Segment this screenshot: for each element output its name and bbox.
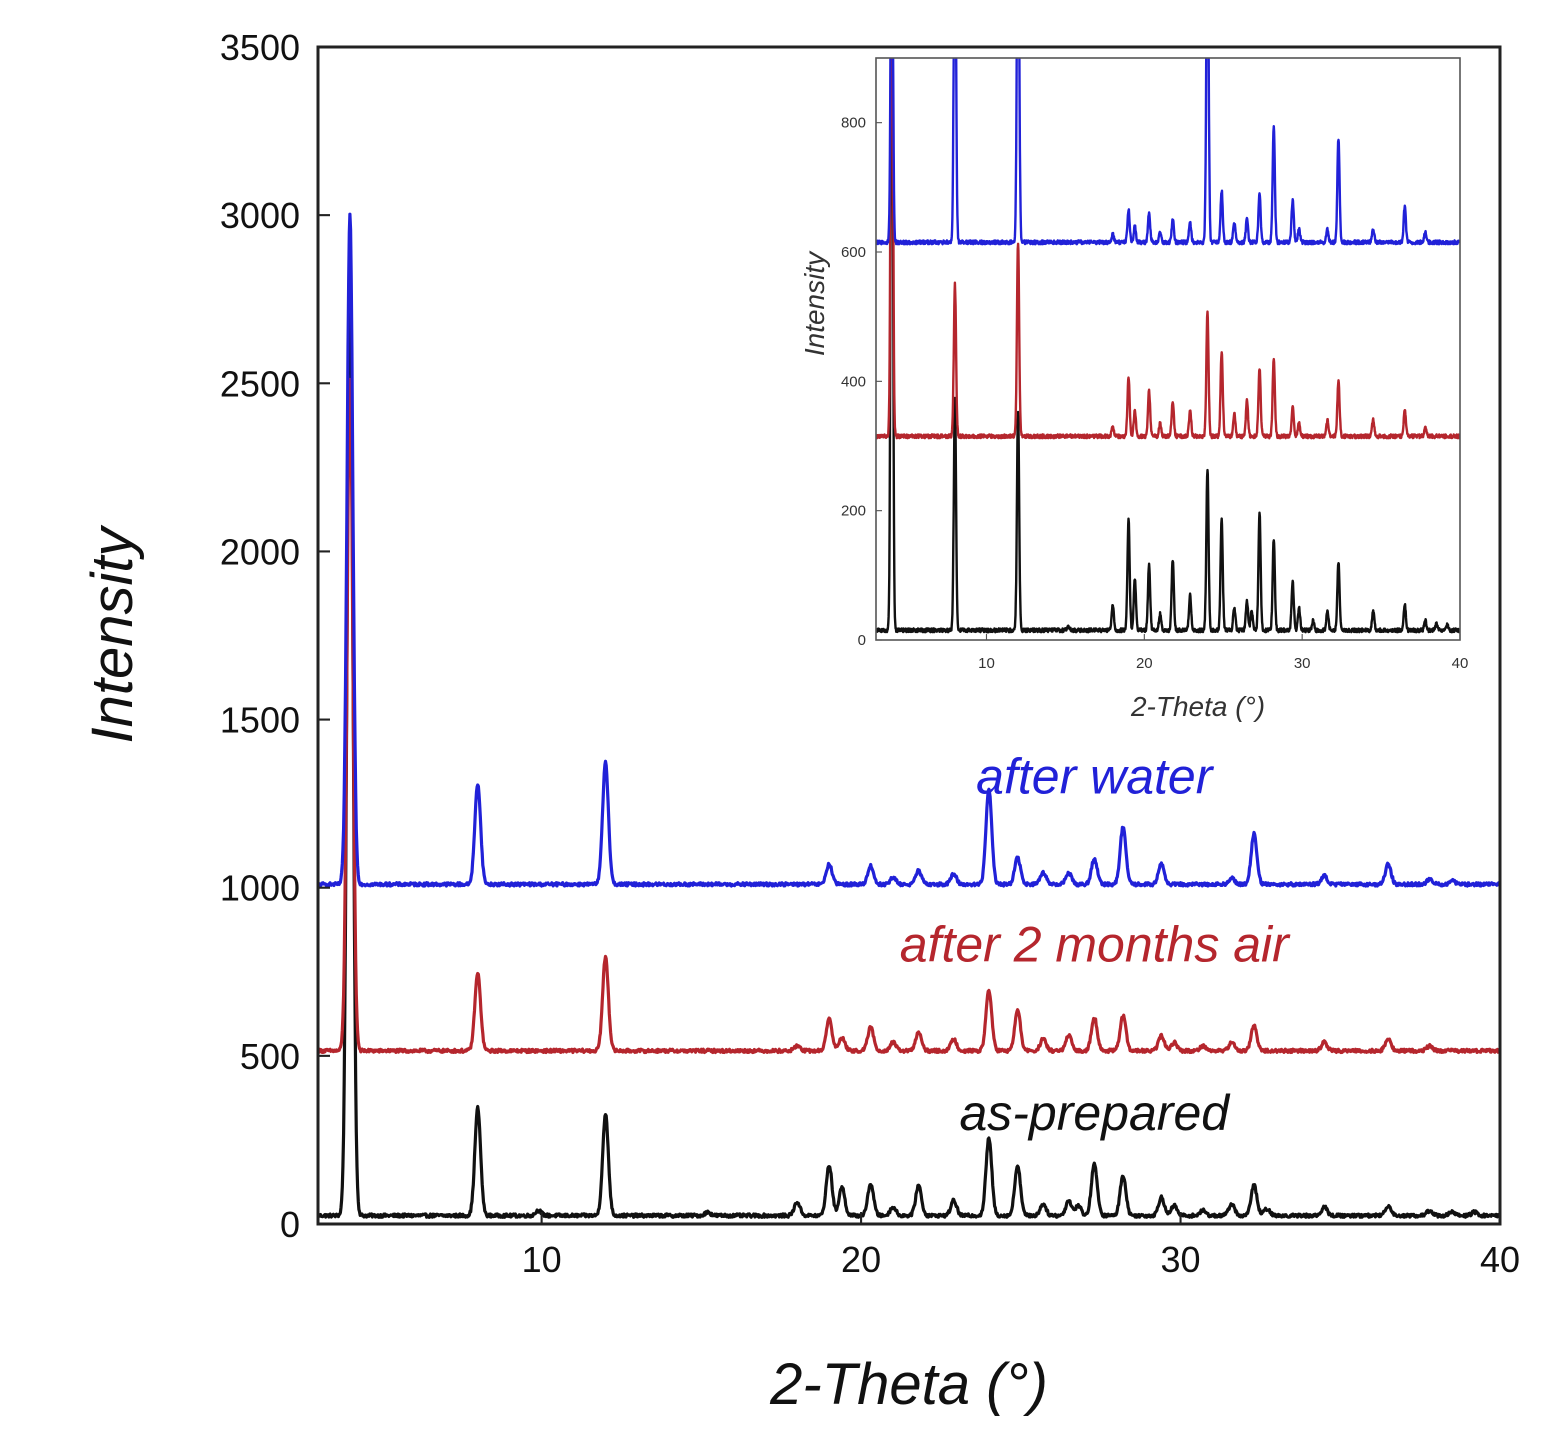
inset-x-tick-label-30: 30 [1294, 655, 1311, 672]
main-x-tick-label-40: 40 [1480, 1239, 1520, 1280]
main-y-tick-label-1500: 1500 [220, 700, 300, 741]
inset-y-axis-title: Intensity [799, 250, 830, 356]
main-y-tick-label-3500: 3500 [220, 27, 300, 68]
series-label-after-2-months-air: after 2 months air [900, 917, 1291, 973]
inset-x-tick-label-40: 40 [1452, 655, 1469, 672]
main-x-tick-label-10: 10 [522, 1239, 562, 1280]
main-y-tick-label-3000: 3000 [220, 195, 300, 236]
inset-y-tick-label-0: 0 [858, 632, 866, 649]
main-y-tick-label-2500: 2500 [220, 363, 300, 404]
inset-y-tick-label-200: 200 [841, 503, 866, 520]
main-series-group [318, 212, 1500, 1219]
main-plot-frame [316, 45, 1502, 1226]
inset-series-group [876, 58, 1460, 634]
inset-background [862, 54, 1488, 662]
main-y-tick-label-1000: 1000 [220, 868, 300, 909]
inset-plot-frame [875, 57, 1461, 641]
inset-x-axis-title: 2-Theta (°) [1130, 691, 1265, 722]
inset-series-line-after-water [876, 58, 1460, 246]
main-series-line-as-prepared [318, 228, 1500, 1219]
inset-series-line-after-2-months-air [876, 58, 1460, 440]
inset-x-tick-label-20: 20 [1136, 655, 1153, 672]
main-series-line-after-2-months-air [318, 377, 1500, 1055]
main-x-tick-label-20: 20 [841, 1239, 881, 1280]
series-label-after-water: after water [976, 749, 1215, 805]
main-y-tick-label-0: 0 [280, 1204, 300, 1245]
main-y-axis-title: Intensity [80, 525, 145, 744]
inset-series-line-as-prepared [876, 58, 1460, 634]
main-x-axis-title: 2-Theta (°) [769, 1352, 1048, 1417]
main-y-tick-label-500: 500 [240, 1036, 300, 1077]
inset-y-tick-label-400: 400 [841, 373, 866, 390]
inset-y-tick-label-600: 600 [841, 244, 866, 261]
main-series-line-after-water [318, 212, 1500, 888]
main-x-tick-label-30: 30 [1161, 1239, 1201, 1280]
main-y-tick-label-2000: 2000 [220, 531, 300, 572]
inset-x-tick-label-10: 10 [978, 655, 995, 672]
inset-y-tick-label-800: 800 [841, 115, 866, 132]
series-label-as-prepared: as-prepared [959, 1085, 1231, 1141]
main-plot: 10 20 30 4005001000150020002500300035002-Th… [80, 27, 1520, 1417]
